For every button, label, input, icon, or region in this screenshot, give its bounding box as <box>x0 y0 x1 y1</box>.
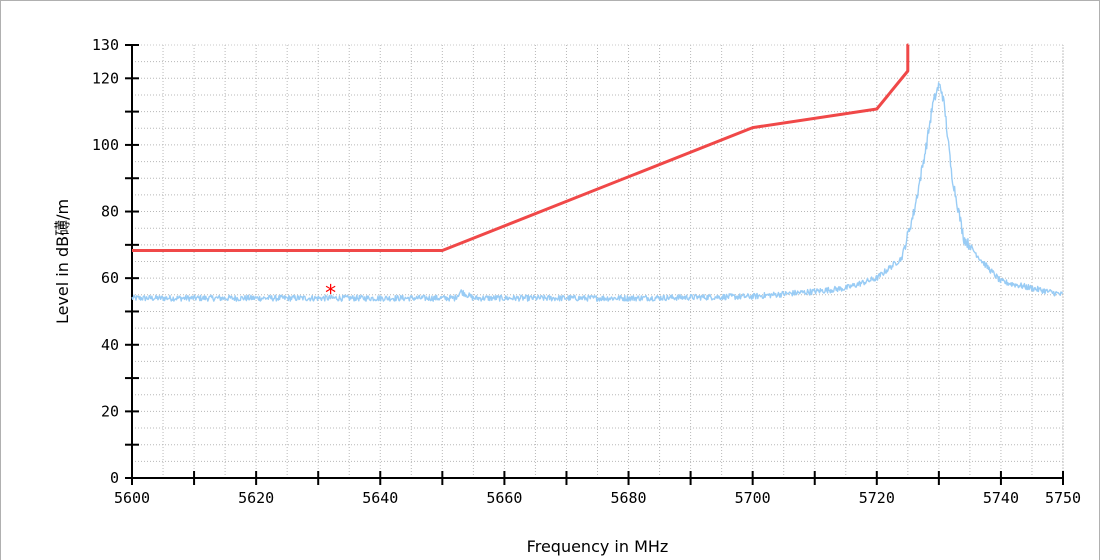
y-tick-label: 0 <box>110 469 119 487</box>
tick-labels: 5600 5620 5640 5660 5680 5700 5720 5740 5750 0 20 4… <box>92 36 1081 507</box>
x-tick-label: 5640 <box>362 489 398 507</box>
y-tick-label: 100 <box>92 136 119 154</box>
series-limit-line <box>132 43 910 252</box>
y-tick-label: 130 <box>92 36 119 54</box>
x-tick-label: 5700 <box>735 489 771 507</box>
x-tick-label: 5750 <box>1045 489 1081 507</box>
series-measured-trace <box>131 82 1064 302</box>
x-tick-label: 5740 <box>983 489 1019 507</box>
y-tick-label: 40 <box>101 336 119 354</box>
x-axis-title: Frequency in MHz <box>527 537 669 556</box>
y-tick-label: 60 <box>101 269 119 287</box>
grid <box>131 44 1064 479</box>
markers: * <box>325 281 336 306</box>
x-tick-label: 5720 <box>859 489 895 507</box>
y-axis-title: Level in dB礡/m <box>53 199 72 324</box>
axes <box>125 44 1064 485</box>
y-tick-label: 120 <box>92 69 119 87</box>
x-tick-label: 5600 <box>114 489 150 507</box>
x-tick-label: 5660 <box>486 489 522 507</box>
x-tick-label: 5680 <box>610 489 646 507</box>
series-group <box>131 43 1064 302</box>
peak-marker: * <box>325 281 336 306</box>
y-tick-label: 20 <box>101 402 119 420</box>
y-tick-label: 80 <box>101 203 119 221</box>
x-tick-label: 5620 <box>238 489 274 507</box>
